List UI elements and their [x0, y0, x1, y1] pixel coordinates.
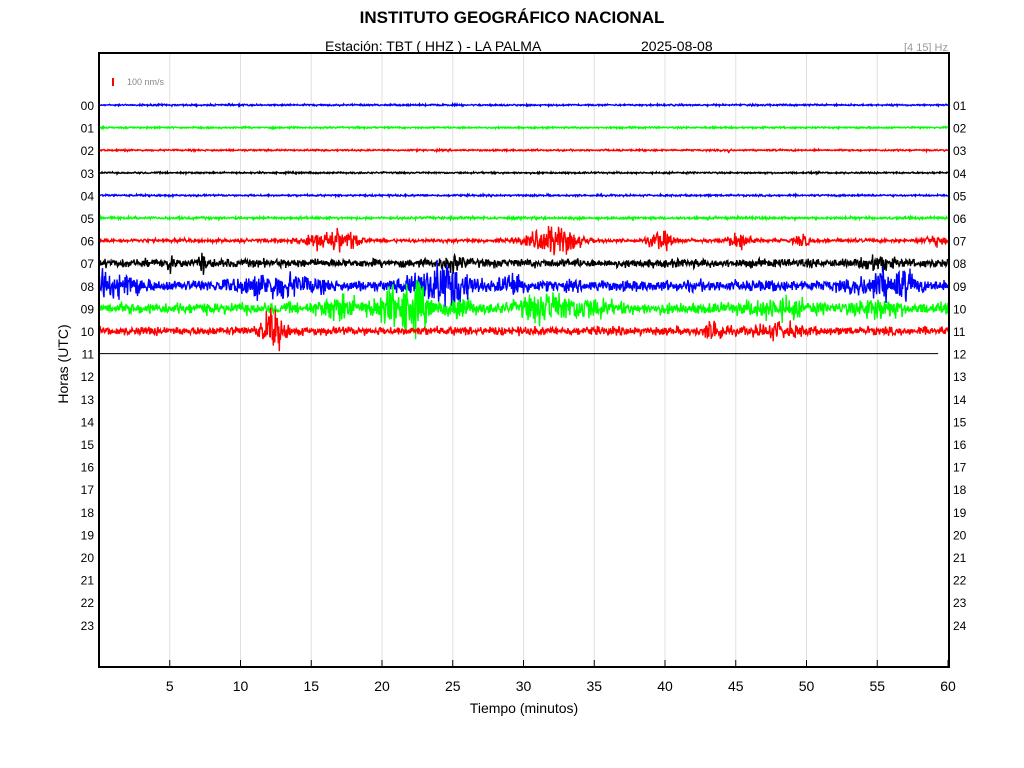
- hour-tick-left: 04: [81, 189, 95, 203]
- seismic-trace: [98, 252, 949, 275]
- x-axis-ticks: 5 10 15 20 25 30 35 40 45 50 55 60: [166, 660, 956, 694]
- x-tick-label: 15: [303, 678, 319, 694]
- hour-tick-left: 16: [81, 461, 95, 475]
- hour-tick-right: 13: [953, 370, 967, 384]
- x-tick-label: 20: [374, 678, 390, 694]
- frequency-band-label: [4 15] Hz: [903, 42, 948, 54]
- x-tick-label: 5: [166, 678, 174, 694]
- hour-tick-left: 19: [81, 528, 95, 542]
- hour-tick-right: 22: [953, 574, 967, 588]
- seismic-trace: [98, 307, 949, 352]
- hour-tick-left: 21: [81, 574, 95, 588]
- seismic-trace: [98, 147, 949, 154]
- date-label: 2025-08-08: [641, 38, 713, 54]
- hour-tick-right: 07: [953, 235, 967, 249]
- x-tick-label: 55: [869, 678, 885, 694]
- y-axis-label: Horas (UTC): [55, 324, 71, 404]
- hour-tick-right: 14: [953, 393, 967, 407]
- hour-tick-right: 20: [953, 528, 967, 542]
- hour-tick-right: 02: [953, 122, 967, 136]
- hour-tick-left: 10: [81, 325, 95, 339]
- chart-title: INSTITUTO GEOGRÁFICO NACIONAL: [359, 8, 665, 27]
- hour-tick-right: 12: [953, 348, 967, 362]
- hour-tick-left: 15: [81, 438, 95, 452]
- x-tick-label: 60: [940, 678, 956, 694]
- hour-tick-left: 00: [81, 99, 95, 113]
- seismic-trace: [98, 279, 949, 340]
- hour-tick-right: 10: [953, 302, 967, 316]
- x-tick-label: 45: [728, 678, 744, 694]
- hour-tick-left: 17: [81, 483, 95, 497]
- hour-tick-left: 18: [81, 506, 95, 520]
- hour-tick-right: 04: [953, 167, 967, 181]
- seismic-trace: [98, 213, 949, 223]
- x-tick-label: 25: [445, 678, 461, 694]
- hour-tick-left: 05: [81, 212, 95, 226]
- hour-tick-right: 06: [953, 212, 967, 226]
- hour-tick-right: 03: [953, 144, 967, 158]
- x-tick-label: 40: [657, 678, 673, 694]
- hour-tick-right: 09: [953, 280, 967, 294]
- hour-tick-right: 21: [953, 551, 967, 565]
- x-tick-label: 30: [516, 678, 532, 694]
- vertical-gridlines: [169, 54, 878, 666]
- hour-tick-left: 06: [81, 235, 95, 249]
- hour-tick-left: 02: [81, 144, 95, 158]
- hour-tick-left: 13: [81, 393, 95, 407]
- hour-tick-left: 14: [81, 415, 95, 429]
- hour-tick-left: 07: [81, 257, 95, 271]
- hour-tick-right: 24: [953, 619, 967, 633]
- hour-tick-right: 08: [953, 257, 967, 271]
- hour-tick-left: 20: [81, 551, 95, 565]
- hour-tick-right: 16: [953, 438, 967, 452]
- hour-tick-right: 15: [953, 415, 967, 429]
- hour-tick-right: 19: [953, 506, 967, 520]
- seismic-trace: [98, 225, 949, 256]
- hour-tick-left: 11: [82, 348, 95, 362]
- seismic-traces: [98, 101, 949, 355]
- hour-tick-right: 05: [953, 189, 967, 203]
- hour-tick-right: 17: [953, 461, 967, 475]
- hour-tick-right: 11: [953, 325, 966, 339]
- hour-tick-left: 09: [81, 302, 95, 316]
- left-hour-ticks: 00 01 02 03 04 05 06 07 08 09 10 11 12 13 14 15 16 17 18 19…: [81, 99, 95, 633]
- hour-tick-left: 03: [81, 167, 95, 181]
- x-tick-label: 10: [233, 678, 249, 694]
- seismic-trace: [98, 124, 949, 131]
- x-axis-label: Tiempo (minutos): [469, 700, 579, 716]
- station-label: Estación: TBT ( HHZ ) - LA PALMA: [325, 38, 542, 54]
- hour-tick-left: 08: [81, 280, 95, 294]
- hour-tick-left: 23: [81, 619, 95, 633]
- hour-tick-left: 01: [81, 122, 95, 136]
- hour-tick-right: 18: [953, 483, 967, 497]
- scale-label: 100 nm/s: [127, 77, 165, 87]
- hour-tick-left: 22: [81, 596, 95, 610]
- hour-tick-left: 12: [81, 370, 95, 384]
- x-tick-label: 50: [799, 678, 815, 694]
- seismic-trace: [98, 169, 949, 177]
- plot-frame: [98, 52, 950, 668]
- seismic-trace: [98, 259, 949, 311]
- hour-tick-right: 23: [953, 596, 967, 610]
- seismic-trace: [98, 191, 948, 199]
- right-hour-ticks: 01 02 03 04 05 06 07 08 09 10 11 12 13 14 15 16 17 18 19 20…: [953, 99, 967, 633]
- hour-tick-right: 01: [953, 99, 967, 113]
- x-tick-label: 35: [586, 678, 602, 694]
- seismic-trace: [98, 101, 949, 109]
